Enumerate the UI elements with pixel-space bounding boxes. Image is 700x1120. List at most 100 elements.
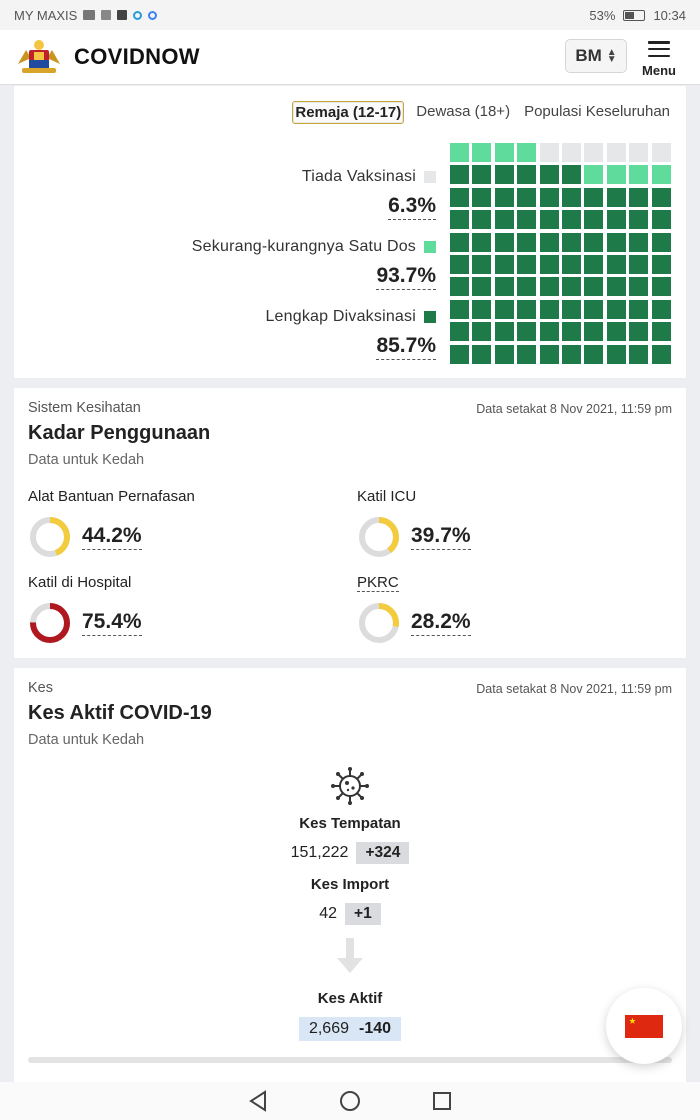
- waffle-cell: [494, 165, 514, 185]
- waffle-cell: [561, 165, 581, 185]
- section-subtitle: Data untuk Kedah: [28, 732, 145, 748]
- legend-value: 85.7%: [376, 334, 436, 360]
- waffle-cell: [584, 232, 604, 252]
- legend-partial: Sekurang-kurangnya Satu Dos 93.7%: [192, 238, 436, 290]
- waffle-cell: [494, 187, 514, 207]
- waffle-cell: [450, 277, 469, 297]
- waffle-cell: [517, 187, 537, 207]
- battery-percent: 53%: [589, 7, 616, 23]
- legend-value: 93.7%: [376, 264, 436, 290]
- waffle-cell: [517, 277, 537, 297]
- util-value: 75.4%: [82, 610, 142, 636]
- import-cases-total: 42: [319, 905, 338, 922]
- legend-swatch: [424, 311, 436, 323]
- horizontal-scrollbar[interactable]: [28, 1057, 672, 1063]
- waffle-cell: [450, 344, 469, 364]
- active-cases-block: Kes Aktif 2,669 -140: [14, 990, 686, 1041]
- waffle-cell: [539, 210, 559, 230]
- waffle-cell: [472, 299, 492, 319]
- local-cases-block: Kes Tempatan 151,222 +324: [14, 815, 686, 864]
- waffle-cell: [472, 322, 492, 342]
- waffle-cell: [561, 232, 581, 252]
- waffle-cell: [517, 254, 537, 274]
- waffle-cell: [494, 232, 514, 252]
- waffle-cell: [584, 344, 604, 364]
- waffle-cell: [539, 254, 559, 274]
- waffle-cell: [629, 210, 649, 230]
- waffle-cell: [539, 165, 559, 185]
- waffle-cell: [472, 165, 492, 185]
- hamburger-icon: [648, 41, 670, 57]
- waffle-cell: [651, 322, 671, 342]
- waffle-cell: [629, 322, 649, 342]
- waffle-cell: [472, 143, 492, 162]
- waffle-cell: [450, 143, 469, 162]
- waffle-cell: [450, 299, 469, 319]
- donut-gauge: [30, 517, 70, 557]
- waffle-cell: [606, 210, 626, 230]
- waffle-cell: [450, 232, 469, 252]
- waffle-cell: [651, 277, 671, 297]
- back-icon[interactable]: [243, 1088, 273, 1114]
- language-value: BM: [575, 46, 602, 65]
- recents-icon[interactable]: [427, 1088, 457, 1114]
- legend-full: Lengkap Divaksinasi 85.7%: [265, 308, 436, 360]
- tab-populasi[interactable]: Populasi Keseluruhan: [524, 103, 670, 120]
- battery-icon: [623, 9, 646, 21]
- waffle-cell: [450, 187, 469, 207]
- language-flag-button[interactable]: [606, 988, 682, 1064]
- tab-dewasa[interactable]: Dewasa (18+): [416, 103, 511, 120]
- malaysia-crest-icon[interactable]: [14, 38, 64, 76]
- waffle-cell: [472, 254, 492, 274]
- waffle-cell: [651, 165, 671, 185]
- local-cases-delta: +324: [356, 842, 410, 864]
- waffle-cell: [494, 322, 514, 342]
- waffle-cell: [472, 210, 492, 230]
- section-title: Kadar Penggunaan: [28, 422, 211, 444]
- waffle-cell: [561, 187, 581, 207]
- volte-icon: [83, 10, 96, 20]
- legend-label: Tiada Vaksinasi: [301, 168, 416, 185]
- waffle-cell: [584, 277, 604, 297]
- section-label: Sistem Kesihatan: [28, 400, 141, 416]
- waffle-cell: [606, 344, 626, 364]
- tab-remaja[interactable]: Remaja (12-17): [292, 101, 405, 124]
- waffle-cell: [561, 299, 581, 319]
- legend-swatch: [424, 171, 436, 183]
- legend-label: Lengkap Divaksinasi: [265, 308, 416, 325]
- vaccination-tabs: Remaja (12-17) Dewasa (18+) Populasi Kes…: [292, 101, 672, 124]
- app-notification-icon: [133, 10, 143, 20]
- home-icon[interactable]: [335, 1088, 365, 1114]
- carrier-name: MY MAXIS: [14, 7, 78, 23]
- donut-fill: [30, 603, 70, 643]
- util-label[interactable]: PKRC: [357, 574, 399, 592]
- legend-swatch: [424, 241, 436, 253]
- waffle-cell: [629, 143, 649, 162]
- waffle-cell: [517, 143, 537, 162]
- util-pkrc: PKRC 28.2%: [357, 574, 471, 645]
- waffle-cell: [494, 143, 514, 162]
- waffle-cell: [584, 322, 604, 342]
- language-select[interactable]: BM ▲ ▼: [565, 39, 627, 73]
- waffle-cell: [561, 210, 581, 230]
- brand-name[interactable]: COVIDNOW: [74, 44, 200, 69]
- util-value: 28.2%: [411, 610, 471, 636]
- util-icu: Katil ICU 39.7%: [357, 488, 471, 559]
- util-ventilator: Alat Bantuan Pernafasan 44.2%: [28, 488, 195, 559]
- import-cases-label: Kes Import: [310, 876, 390, 893]
- cases-card: Kes Data setakat 8 Nov 2021, 11:59 pm Ke…: [14, 668, 686, 1088]
- china-flag-icon: [625, 1014, 663, 1038]
- menu-button[interactable]: Menu: [636, 40, 682, 80]
- local-cases-label: Kes Tempatan: [299, 815, 401, 832]
- app-header: COVIDNOW BM ▲ ▼ Menu: [0, 30, 700, 85]
- vaccination-card: Remaja (12-17) Dewasa (18+) Populasi Kes…: [14, 86, 686, 378]
- donut-gauge: [359, 517, 399, 557]
- waffle-cell: [539, 232, 559, 252]
- waffle-cell: [651, 210, 671, 230]
- waffle-cell: [584, 187, 604, 207]
- waffle-cell: [561, 344, 581, 364]
- waffle-cell: [561, 254, 581, 274]
- waffle-cell: [517, 322, 537, 342]
- virus-icon: [331, 767, 369, 805]
- waffle-cell: [606, 143, 626, 162]
